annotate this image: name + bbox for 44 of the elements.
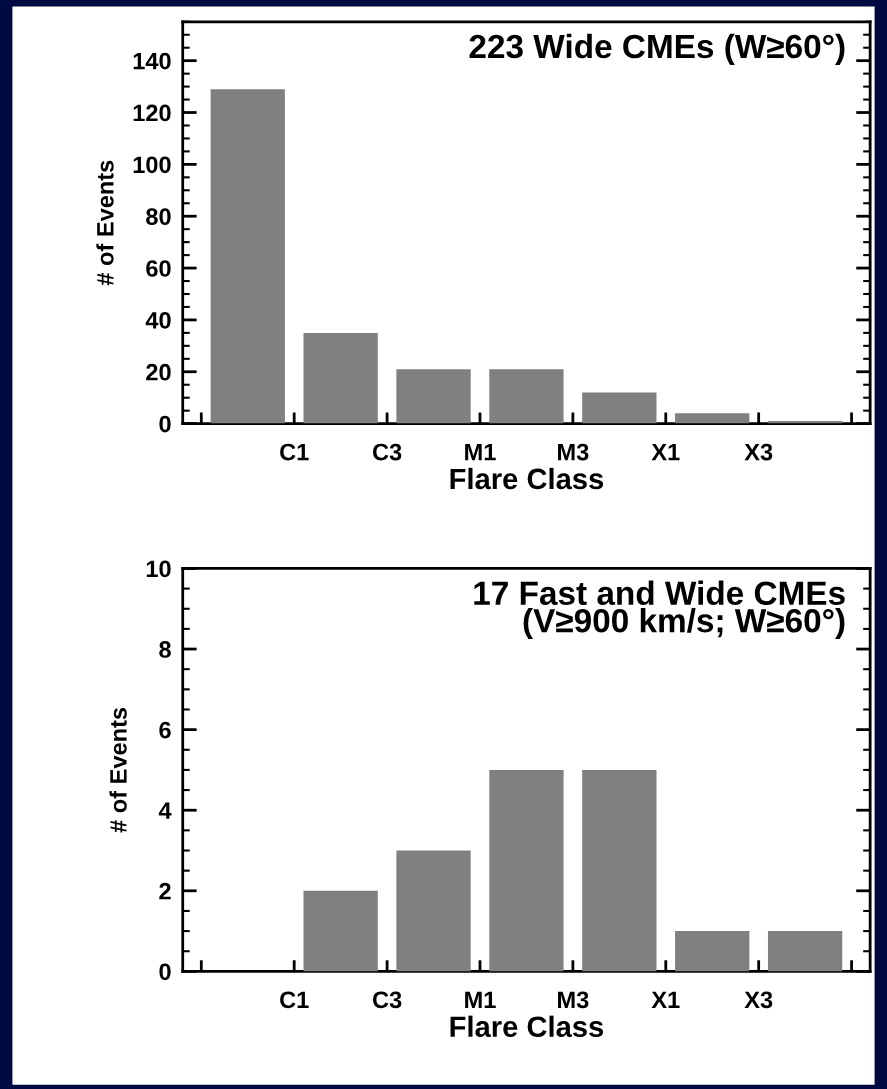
y-tick-label: 140 bbox=[133, 52, 171, 70]
bar bbox=[489, 769, 564, 972]
y-tick-label: 100 bbox=[133, 156, 171, 174]
y-tick-label: 40 bbox=[145, 311, 171, 329]
text: 17 Fast and Wide CMEs (V≥900 km/s; W≥60°) bbox=[474, 580, 845, 640]
x-tick-label: M1 bbox=[465, 443, 496, 461]
y-tick-label: 120 bbox=[133, 104, 171, 122]
x-tick-label: X3 bbox=[744, 443, 773, 461]
x-axis-title: Flare Class bbox=[450, 467, 604, 490]
bar bbox=[582, 392, 657, 424]
y-tick-label: 4 bbox=[158, 802, 172, 819]
bar bbox=[396, 369, 471, 424]
bar bbox=[303, 890, 378, 972]
y-tick-label: 60 bbox=[146, 260, 171, 277]
x-tick-label: M1 bbox=[465, 991, 496, 1008]
x-tick-label: X3 bbox=[744, 991, 773, 1009]
bar bbox=[303, 332, 378, 424]
x-tick-label: C3 bbox=[372, 991, 402, 1009]
y-tick-label: 80 bbox=[146, 208, 171, 226]
y-tick-label: 6 bbox=[159, 721, 171, 739]
x-tick-label: C1 bbox=[280, 991, 309, 1009]
x-tick-label: M3 bbox=[558, 991, 589, 1009]
x-tick-label: X1 bbox=[651, 991, 680, 1008]
y-tick-label: 0 bbox=[159, 415, 171, 433]
x-tick-label: M3 bbox=[558, 443, 589, 461]
x-tick-label: X1 bbox=[651, 443, 680, 461]
x-tick-label: C1 bbox=[280, 443, 309, 461]
bar bbox=[210, 89, 285, 424]
bar bbox=[675, 413, 750, 424]
chart-title: 223 Wide CMEs (W≥60°) bbox=[469, 33, 845, 65]
bar bbox=[396, 850, 471, 972]
y-tick-label: 10 bbox=[146, 560, 171, 578]
y-axis-title: # of Events bbox=[109, 707, 127, 833]
y-tick-label: 8 bbox=[159, 641, 171, 658]
bar bbox=[675, 931, 750, 972]
y-tick-label: 20 bbox=[146, 363, 171, 381]
y-axis-title: # of Events bbox=[96, 160, 114, 286]
bar bbox=[489, 369, 564, 424]
bar bbox=[767, 931, 843, 972]
bar bbox=[582, 769, 657, 972]
y-tick-label: 2 bbox=[159, 882, 171, 900]
y-tick-label: 0 bbox=[159, 963, 171, 981]
x-axis-title: Flare Class bbox=[450, 1015, 604, 1038]
x-tick-label: C3 bbox=[372, 443, 402, 461]
